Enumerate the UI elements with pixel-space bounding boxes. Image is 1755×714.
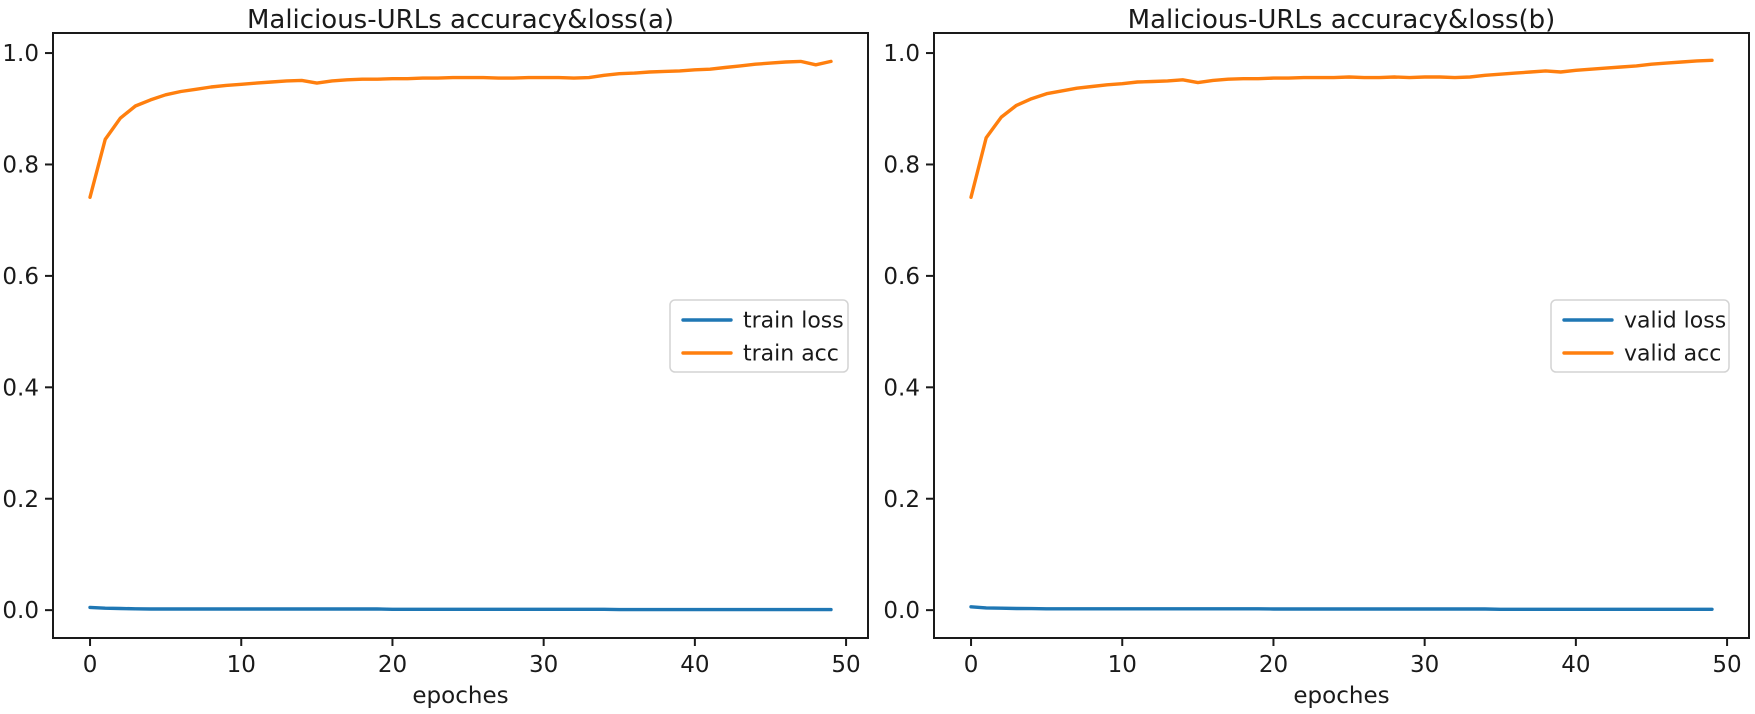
legend-label: valid loss bbox=[1624, 309, 1726, 334]
y-tick-label: 0.4 bbox=[2, 375, 39, 401]
x-tick-label: 0 bbox=[964, 652, 979, 678]
series-line-valid-loss bbox=[969, 605, 1714, 611]
x-tick-label: 40 bbox=[1561, 652, 1590, 678]
y-tick-label: 0.4 bbox=[883, 375, 920, 401]
chart-title: Malicious-URLs accuracy&loss(b) bbox=[1128, 5, 1556, 35]
y-tick-label: 0.6 bbox=[2, 264, 39, 290]
x-tick-label: 10 bbox=[227, 652, 256, 678]
y-tick-label: 0.0 bbox=[883, 598, 920, 624]
x-tick-label: 30 bbox=[1410, 652, 1439, 678]
x-axis-label: epoches bbox=[412, 683, 508, 709]
series-line-valid-acc bbox=[969, 58, 1714, 200]
x-tick-label: 20 bbox=[378, 652, 407, 678]
y-tick-label: 0.2 bbox=[2, 487, 39, 513]
y-tick-label: 0.2 bbox=[883, 487, 920, 513]
x-tick-label: 50 bbox=[831, 652, 860, 678]
y-tick-label: 0.8 bbox=[2, 153, 39, 179]
x-tick-label: 20 bbox=[1259, 652, 1288, 678]
chart-valid: 0.0 0.2 0.4 0.6 0.8 1.0 0 10 20 30 40 50 Malicious-U… bbox=[883, 5, 1750, 709]
y-tick-label: 0.8 bbox=[883, 153, 920, 179]
y-tick-label: 0.6 bbox=[883, 264, 920, 290]
plot-border bbox=[52, 32, 869, 639]
y-tick-label: 1.0 bbox=[883, 41, 920, 67]
x-axis-label: epoches bbox=[1293, 683, 1389, 709]
chart-train: 0.0 0.2 0.4 0.6 0.8 1.0 0 10 20 30 40 50 Malicious-U… bbox=[2, 5, 869, 709]
plot-border bbox=[933, 32, 1750, 639]
x-tick-label: 0 bbox=[83, 652, 98, 678]
legend-label: valid acc bbox=[1624, 342, 1721, 367]
x-tick-label: 40 bbox=[680, 652, 709, 678]
y-tick-label: 0.0 bbox=[2, 598, 39, 624]
x-tick-label: 10 bbox=[1108, 652, 1137, 678]
series-line-train-acc bbox=[88, 59, 833, 200]
legend-label: train loss bbox=[743, 309, 844, 334]
series-line-train-loss bbox=[88, 605, 833, 612]
chart-title: Malicious-URLs accuracy&loss(a) bbox=[247, 5, 674, 35]
x-tick-label: 30 bbox=[529, 652, 558, 678]
legend-label: train acc bbox=[743, 342, 839, 367]
x-tick-label: 50 bbox=[1712, 652, 1741, 678]
y-tick-label: 1.0 bbox=[2, 41, 39, 67]
